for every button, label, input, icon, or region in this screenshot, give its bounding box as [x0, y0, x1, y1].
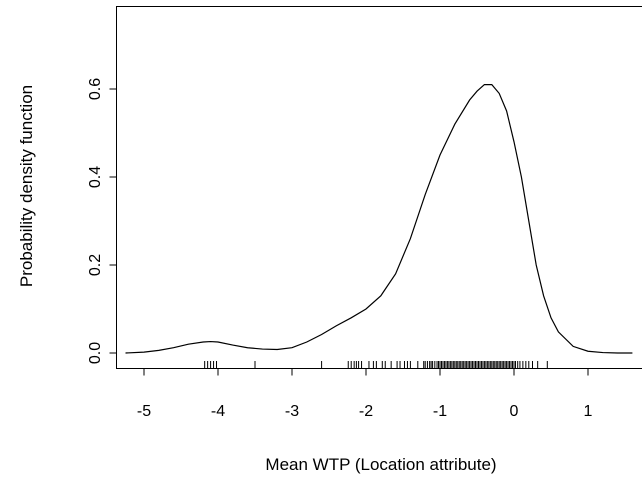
x-tick-label: 0 [510, 403, 519, 420]
density-curve [125, 84, 633, 354]
y-tick-label: 0.4 [87, 166, 104, 188]
y-tick-label: 0.6 [87, 78, 104, 100]
x-axis-title: Mean WTP (Location attribute) [265, 455, 496, 474]
rug-marks [204, 361, 548, 368]
plot-frame [116, 6, 642, 369]
y-tick-label: 0.0 [87, 342, 104, 364]
x-tick-label: 1 [584, 403, 593, 420]
x-tick-label: -5 [137, 403, 151, 420]
y-axis: 0.0 0.2 0.4 0.6 [87, 78, 117, 364]
y-axis-title: Probability density function [17, 85, 36, 287]
x-tick-label: -1 [433, 403, 447, 420]
x-tick-label: -4 [211, 403, 225, 420]
x-tick-label: -2 [359, 403, 373, 420]
x-axis: -5 -4 -3 -2 -1 0 1 [137, 368, 593, 420]
x-tick-label: -3 [285, 403, 299, 420]
y-tick-label: 0.2 [87, 254, 104, 276]
